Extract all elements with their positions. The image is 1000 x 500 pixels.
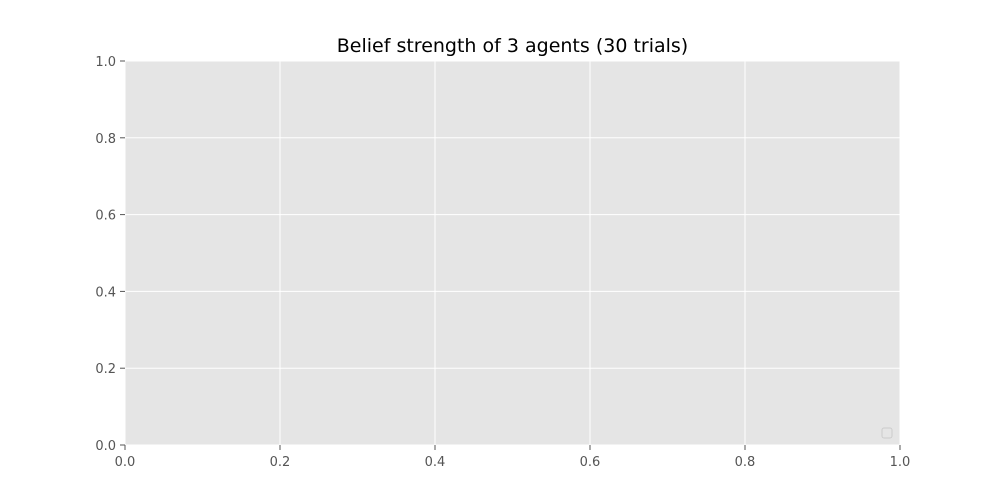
legend (881, 427, 893, 439)
y-tick-label: 0.2 (95, 362, 116, 377)
legend-box (881, 427, 893, 439)
y-tick-label: 1.0 (95, 55, 116, 70)
y-tick-label: 0.4 (95, 285, 116, 300)
axis-ticks: 0.0 0.2 0.4 0.6 0.8 1.0 0.0 0.2 0.4 0.6 0.8 1.0 (95, 55, 910, 470)
x-tick-label: 0.0 (115, 455, 136, 470)
x-tick-label: 0.4 (425, 455, 446, 470)
plot-area (125, 61, 900, 445)
chart-title: Belief strength of 3 agents (30 trials) (337, 35, 688, 57)
x-tick-label: 0.8 (735, 455, 756, 470)
y-tick-label: 0.6 (95, 209, 116, 224)
x-tick-label: 0.6 (580, 455, 601, 470)
y-tick-label: 0.8 (95, 132, 116, 147)
y-tick-label: 0.0 (95, 439, 116, 454)
x-tick-label: 1.0 (890, 455, 911, 470)
gridlines (124, 60, 901, 446)
x-tick-label: 0.2 (270, 455, 291, 470)
